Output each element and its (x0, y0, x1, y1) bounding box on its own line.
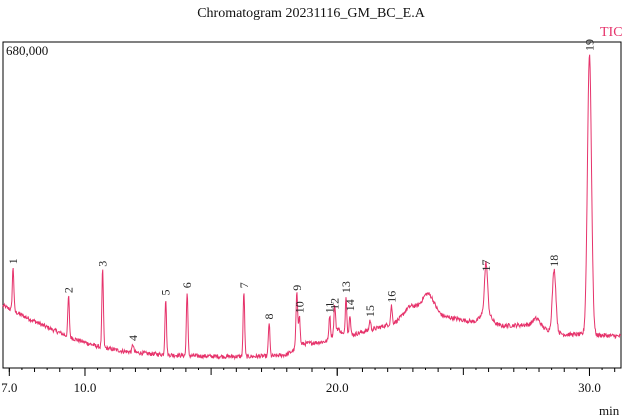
chart-title: Chromatogram 20231116_GM_BC_E.A (197, 6, 426, 21)
peak-label-10: 10 (292, 301, 306, 313)
peak-label-19: 19 (583, 39, 597, 51)
peak-label-4: 4 (126, 335, 140, 341)
peak-label-13: 13 (339, 281, 353, 293)
series-label-tic: TIC (600, 25, 623, 40)
y-max-label: 680,000 (6, 43, 48, 58)
peak-label-16: 16 (385, 291, 399, 303)
peak-label-2: 2 (62, 287, 76, 293)
plot-frame (2, 41, 622, 369)
peak-label-14: 14 (343, 299, 357, 311)
x-tick-label: 20.0 (326, 380, 349, 395)
x-axis: 7.0 10.0 20.0 30.0 (1, 368, 616, 395)
peak-label-11: 11 (323, 302, 337, 314)
peak-label-7: 7 (237, 282, 251, 288)
tic-series-line (2, 54, 622, 361)
peak-label-1: 1 (6, 258, 20, 264)
peak-label-15: 15 (363, 305, 377, 317)
x-tick-label: 10.0 (74, 380, 97, 395)
peak-label-17: 17 (479, 260, 493, 272)
peak-label-18: 18 (547, 255, 561, 267)
x-tick-label: 30.0 (578, 380, 601, 395)
peak-label-9: 9 (290, 285, 304, 291)
x-axis-unit: min (599, 403, 620, 418)
peak-label-12: 12 (328, 298, 342, 310)
peak-label-6: 6 (180, 282, 194, 288)
peak-label-5: 5 (159, 290, 173, 296)
peak-label-8: 8 (262, 314, 276, 320)
x-tick-label: 7.0 (1, 380, 17, 395)
peak-label-3: 3 (96, 261, 110, 267)
